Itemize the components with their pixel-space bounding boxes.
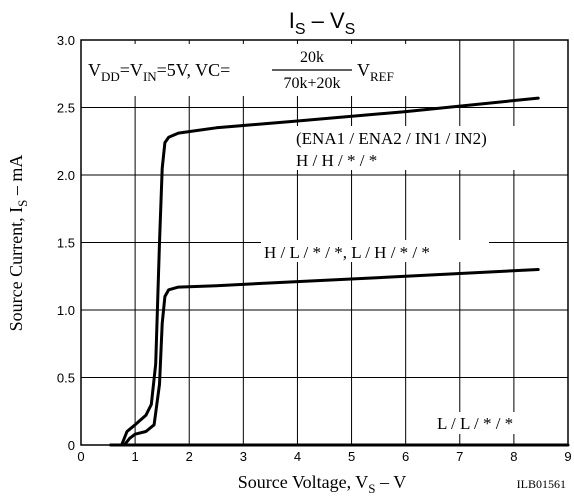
condition-text: VDD=VIN=5V, VC= <box>88 60 230 84</box>
series-line-2 <box>109 268 540 447</box>
y-tick-labels: 0 0.5 1.0 1.5 2.0 2.5 3.0 <box>57 33 75 453</box>
condition-fraction-den: 70k+20k <box>283 75 340 92</box>
series-line-1 <box>109 96 540 447</box>
x-tick-labels: 0 1 2 3 4 5 6 7 8 9 <box>77 449 571 464</box>
x-tick-label: 4 <box>294 449 301 464</box>
y-tick-label: 3.0 <box>57 33 75 48</box>
y-tick-label: 2.5 <box>57 101 75 116</box>
annotation-legend-header: (ENA1 / ENA2 / IN1 / IN2) <box>296 129 487 148</box>
x-tick-label: 0 <box>77 449 84 464</box>
x-tick-label: 7 <box>456 449 463 464</box>
x-tick-label: 3 <box>240 449 247 464</box>
y-tick-label: 0.5 <box>57 371 75 386</box>
condition-vref: VREF <box>357 60 394 84</box>
series <box>109 96 570 447</box>
y-tick-label: 1.5 <box>57 236 75 251</box>
y-tick-label: 0 <box>68 438 75 453</box>
chart-title: IS – VS <box>289 8 356 38</box>
y-tick-label: 1.0 <box>57 303 75 318</box>
annotation-header-bg <box>292 126 542 170</box>
x-tick-label: 8 <box>510 449 517 464</box>
condition-box-bg <box>84 44 424 96</box>
annotation-ll: L / L / * / * <box>437 414 513 433</box>
x-tick-label: 9 <box>564 449 571 464</box>
figure-code: ILB01561 <box>517 477 566 491</box>
y-axis-label: Source Current, IS – mA <box>6 155 30 332</box>
x-tick-label: 5 <box>348 449 355 464</box>
x-axis-label: Source Voltage, VS – V <box>238 472 406 496</box>
annotation-hh: H / H / * / * <box>296 151 377 170</box>
x-tick-label: 2 <box>186 449 193 464</box>
condition-fraction-num: 20k <box>300 49 324 66</box>
annotation-hl-bg <box>261 240 489 262</box>
x-tick-label: 1 <box>131 449 138 464</box>
annotation-hl: H / L / * / *, L / H / * / * <box>264 243 430 262</box>
y-tick-label: 2.0 <box>57 168 75 183</box>
annotation-ll-bg <box>434 412 538 434</box>
x-tick-label: 6 <box>402 449 409 464</box>
